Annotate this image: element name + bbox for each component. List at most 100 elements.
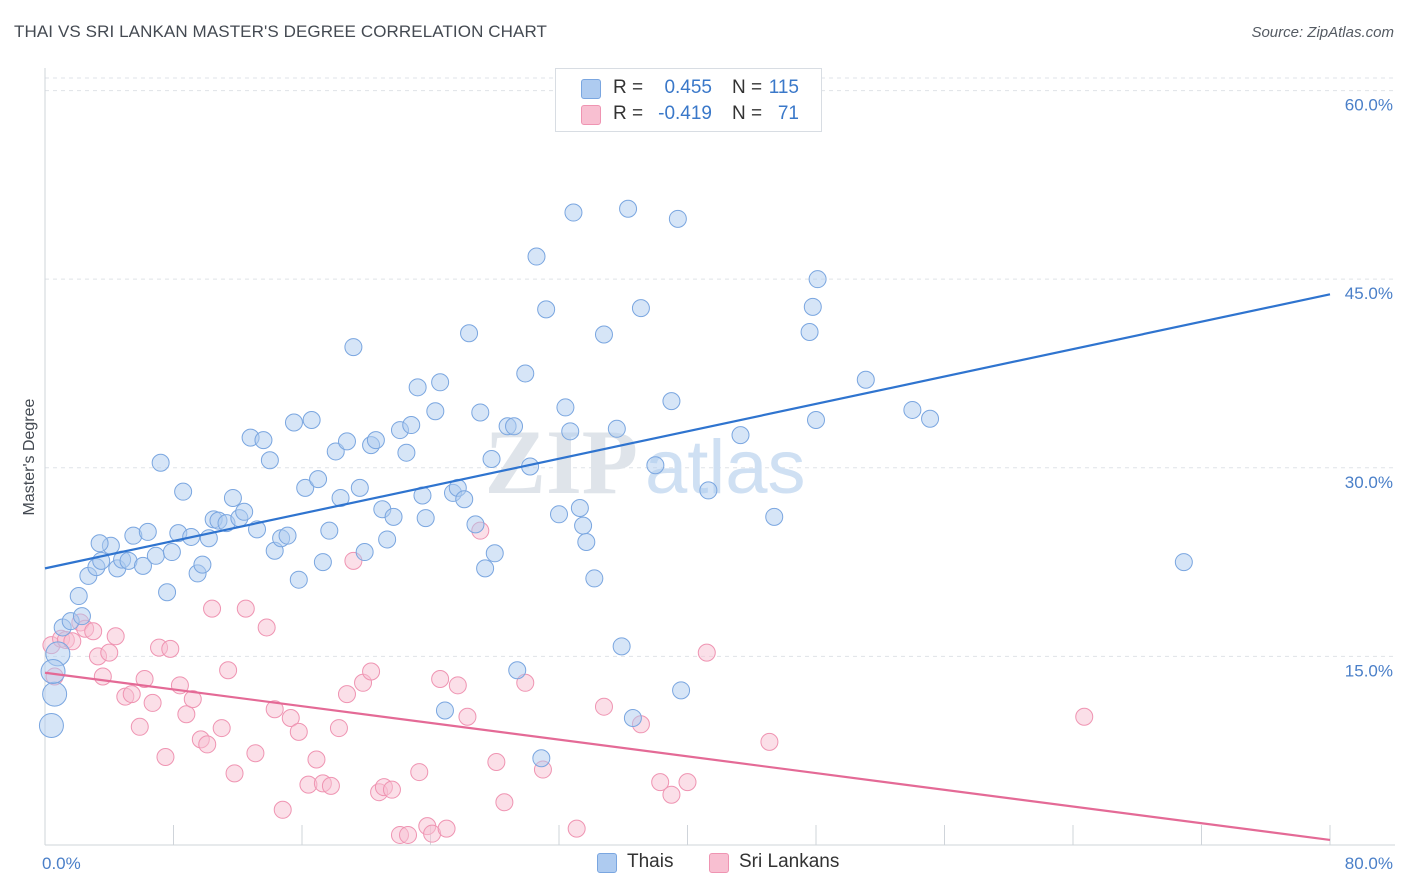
sri-lankans-point [219,661,238,680]
thais-point [146,546,165,565]
legend-n-label: N = [732,77,763,98]
sri-lankans-point [122,685,141,704]
y-tick-label: 45.0% [1345,284,1393,303]
thais-point [646,456,665,475]
sri-lankans-point [161,639,180,658]
thais-point [856,370,875,389]
y-tick-label: 30.0% [1345,473,1393,492]
legend-row-thais[interactable]: R = 0.455 N = 115 [556,75,821,101]
sri-lankans-trend-line [44,671,1331,842]
sri-lankans-point [84,622,103,641]
thais-point [550,505,568,524]
thais-point [532,749,551,768]
thais-point [765,507,784,526]
thais-swatch [581,79,601,99]
thais-point [612,637,631,656]
thais-point [505,417,524,436]
sri-lankans-point [516,673,535,692]
sri-lankans-point [321,776,340,795]
thais-point [426,402,445,421]
thais-point [516,364,535,383]
sri-lankans-point [458,707,477,726]
thais-point [485,544,504,563]
thais-point [378,530,397,549]
sri-lankans-point [225,764,244,783]
sri-lankans-point [265,700,284,719]
sri-lankans-point [183,690,202,709]
trend-lines [44,293,1331,842]
thais-point [223,488,242,507]
thais-point [561,422,580,441]
sri-lankans-point [156,747,175,766]
thais-point [570,499,589,518]
legend-r-value: 0.455 [664,77,712,98]
thais-point [455,490,474,509]
thais-point [384,507,403,526]
sri-lankans-point [198,735,217,754]
sri-lankans-point [337,685,356,704]
thais-point [662,392,681,411]
thais-point [69,587,88,606]
y-tick-label: 60.0% [1345,96,1393,115]
thais-point [808,270,827,289]
thais-point [254,431,273,450]
thais-point [278,526,297,545]
thais-point [668,209,687,228]
thais-point [460,324,479,343]
watermark-atlas: atlas [645,425,806,510]
thais-point [631,299,650,318]
sri-lankans-point [106,627,125,646]
sri-lankans-point [437,819,456,838]
thais-point [921,409,940,428]
thais-point [72,607,91,626]
thais-point [397,443,416,462]
thais-point [537,300,556,319]
thais-point [260,451,279,470]
thais-point [284,413,303,432]
thais-point [309,470,328,489]
thais-point [556,398,575,417]
sri-lankans-point [236,599,255,618]
source-label: Source: ZipAtlas.com [1251,24,1394,41]
thais-point [564,203,583,222]
thais-point [527,247,546,266]
legend-n-value: 71 [777,103,799,124]
sri-lankans-point [135,670,154,689]
thais-point [235,502,254,521]
thais-point [138,522,157,541]
x-tick-label: 80.0% [1345,854,1393,873]
y-axis-label: Master's Degree [21,398,38,515]
sri-lankans-point [594,697,613,716]
thais-point [476,559,495,578]
sri-lankans-point [697,643,716,662]
sri-lankans-point [143,693,162,712]
thais-point [416,509,435,528]
thais-point [903,400,922,419]
sri-lankans-point [410,763,429,782]
thais-trend-line [44,293,1331,570]
thais-swatch [597,853,617,873]
sri-lankans-point [177,705,196,724]
legend-n-value: 115 [768,77,799,98]
sri-lankans-point [273,800,292,819]
sri-lankans-swatch [581,105,601,125]
thais-point [574,516,593,535]
sri-lankans-point [100,643,119,662]
sri-lankans-points [42,521,1094,844]
sri-lankans-point [203,599,222,618]
thais-point [482,449,501,468]
thais-point [471,403,490,422]
y-tick-label: 15.0% [1345,661,1393,680]
legend-r-label: R = [613,77,644,98]
tick-labels: 15.0% 30.0% 45.0% 60.0% 0.0% 80.0% [42,96,1393,873]
legend-row-sri-lankans[interactable]: R = -0.419 N = 71 [556,101,821,127]
thais-point [326,442,345,461]
sri-lankans-point [257,618,276,637]
thais-point [431,373,450,392]
thais-point [577,532,596,551]
thais-point [807,411,825,430]
thais-point [344,338,363,357]
thais-point [366,431,385,450]
sri-lankans-point [63,632,82,651]
